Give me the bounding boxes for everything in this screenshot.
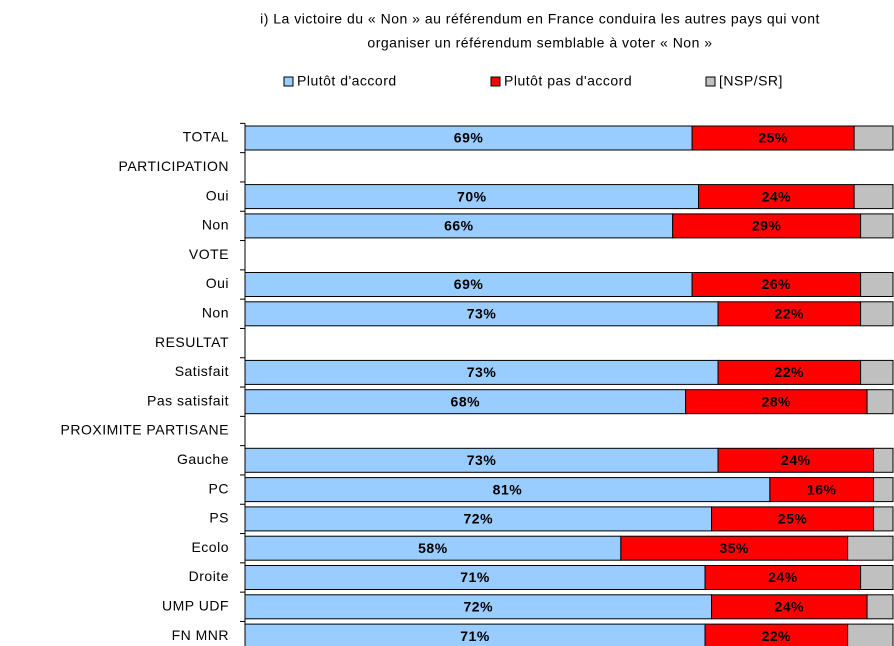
bar-segment	[244, 565, 706, 590]
data-label: 70%	[457, 188, 487, 204]
y-tick-label: TOTAL	[183, 129, 229, 145]
bar-segment	[866, 594, 894, 620]
bar-segment	[244, 359, 719, 385]
data-label: 71%	[460, 628, 490, 644]
bar-segment	[717, 359, 862, 385]
y-tick-label: Pas satisfait	[147, 392, 229, 408]
bar-segment	[711, 506, 875, 532]
bar-segment	[860, 272, 894, 297]
bar-segment	[244, 535, 622, 561]
chart-title: i) La victoire du « Non » au référendum …	[260, 11, 820, 27]
bar-segment	[860, 301, 894, 327]
y-tick-label: Non	[202, 305, 229, 321]
bar-segment	[698, 184, 855, 210]
bar-segment	[711, 594, 868, 620]
bar-segment	[769, 477, 875, 503]
data-label: 24%	[768, 569, 798, 585]
data-label: 25%	[778, 511, 808, 527]
data-label: 22%	[775, 306, 805, 322]
data-label: 16%	[807, 481, 837, 497]
data-label: 24%	[762, 188, 792, 204]
bar-segment	[244, 301, 719, 327]
y-tick-label: UMP UDF	[162, 598, 229, 614]
data-label: 72%	[464, 511, 494, 527]
chart-title: organiser un référendum semblable à vote…	[367, 35, 712, 51]
data-label: 35%	[719, 540, 749, 556]
y-tick-label: PC	[209, 480, 229, 496]
bar-segment	[704, 565, 862, 590]
bar-segment	[244, 184, 700, 210]
y-tick-label: Non	[202, 217, 229, 233]
bar-segment	[873, 506, 894, 532]
bar-segment	[847, 623, 894, 646]
y-tick-label: Oui	[206, 275, 229, 291]
bar-segment	[244, 477, 771, 503]
y-tick-label: Droite	[189, 568, 229, 584]
bar-segment	[244, 506, 713, 532]
bar-segment	[873, 477, 894, 503]
data-label: 73%	[467, 452, 497, 468]
data-label: 25%	[758, 130, 788, 146]
legend-label: [NSP/SR]	[719, 73, 783, 89]
y-tick-label: Satisfait	[175, 363, 229, 379]
bar-segment	[244, 447, 719, 473]
bar-segment	[860, 565, 894, 590]
bar-segment	[620, 535, 849, 561]
y-tick-label: PROXIMITE PARTISANE	[61, 422, 229, 438]
bar-segment	[685, 389, 868, 415]
bar-segment	[244, 594, 713, 620]
data-label: 24%	[781, 452, 811, 468]
bar-segment	[244, 389, 687, 415]
data-label: 22%	[762, 628, 792, 644]
bar-segment	[873, 447, 894, 473]
bar-segment	[847, 535, 894, 561]
y-tick-label: VOTE	[189, 246, 229, 262]
data-label: 26%	[762, 276, 792, 292]
y-tick-label: PARTICIPATION	[119, 158, 229, 174]
bar-segment	[717, 447, 875, 473]
legend-swatch	[705, 76, 716, 87]
y-tick-label: Gauche	[177, 451, 229, 467]
bar-segment	[853, 125, 894, 151]
y-tick-label: PS	[209, 510, 229, 526]
data-label: 68%	[451, 393, 481, 409]
bar-segment	[866, 389, 894, 415]
y-tick-label: Oui	[206, 187, 229, 203]
bar-segment	[860, 359, 894, 385]
bar-segment	[244, 125, 693, 151]
legend-label: Plutôt pas d'accord	[504, 73, 632, 89]
legend-swatch	[283, 76, 294, 87]
data-label: 28%	[762, 393, 792, 409]
bar-segment	[244, 213, 674, 239]
legend-label: Plutôt d'accord	[297, 73, 397, 89]
data-label: 69%	[454, 130, 484, 146]
data-label: 66%	[444, 218, 474, 234]
data-label: 73%	[467, 364, 497, 380]
bar-segment	[853, 184, 894, 210]
data-label: 72%	[464, 599, 494, 615]
data-label: 29%	[752, 218, 782, 234]
bar-segment	[860, 213, 894, 239]
data-label: 73%	[467, 306, 497, 322]
bar-segment	[691, 125, 855, 151]
legend-swatch	[490, 76, 501, 87]
data-label: 69%	[454, 276, 484, 292]
data-label: 22%	[775, 364, 805, 380]
data-label: 81%	[493, 481, 523, 497]
data-label: 24%	[775, 599, 805, 615]
y-tick-label: FN MNR	[172, 627, 229, 643]
y-tick-label: RESULTAT	[155, 334, 229, 350]
y-tick-label: Ecolo	[191, 539, 229, 555]
data-label: 71%	[460, 569, 490, 585]
data-label: 58%	[418, 540, 448, 556]
